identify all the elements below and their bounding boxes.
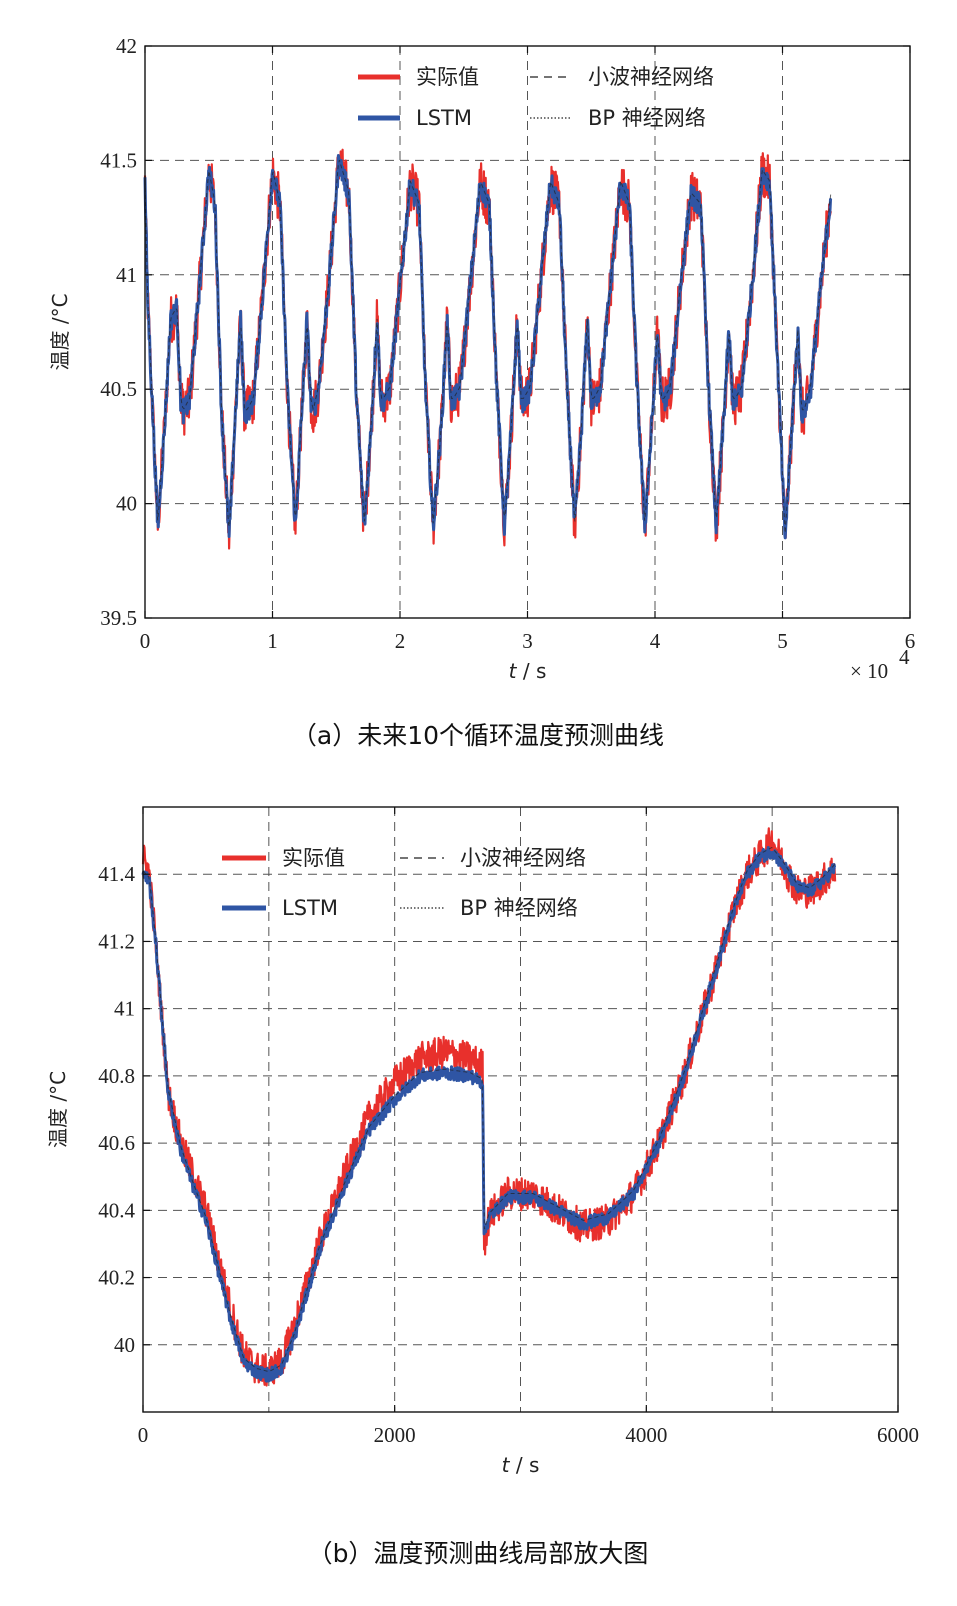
y-tick-label: 40 — [114, 1333, 135, 1357]
x-tick-label: 5 — [777, 629, 788, 653]
x-axis-title-unit: / s — [516, 659, 546, 683]
x-tick-label: 2000 — [374, 1423, 416, 1447]
x-axis-title: t / s — [509, 659, 547, 683]
x-tick-label: 6 — [905, 629, 916, 653]
series-line-wavelet — [144, 159, 832, 533]
x-tick-label: 3 — [522, 629, 533, 653]
series-line-lstm — [141, 846, 837, 1383]
y-axis-title: 温度 /°C — [46, 1071, 70, 1148]
x-axis-title-var: t — [509, 659, 518, 683]
legend: 实际值 LSTM 小波神经网络 BP 神经网络 — [222, 846, 586, 920]
y-tick-label: 40.2 — [98, 1266, 135, 1290]
y-tick-label: 40.6 — [98, 1131, 135, 1155]
legend-label: LSTM — [416, 106, 472, 130]
x-axis-title-var: t — [502, 1453, 511, 1477]
y-tick-label: 41.4 — [98, 862, 135, 886]
x-tick-label: 0 — [138, 1423, 149, 1447]
chart-b-caption: （b）温度预测曲线局部放大图 — [308, 1539, 649, 1568]
y-tick-label: 39.5 — [100, 606, 137, 630]
legend-label: 实际值 — [416, 65, 479, 89]
legend-label: LSTM — [282, 896, 338, 920]
series-line-wavelet — [142, 847, 836, 1373]
y-tick-label: 42 — [116, 34, 137, 58]
legend-label: BP 神经网络 — [588, 106, 706, 130]
x-tick-label: 1 — [267, 629, 278, 653]
chart-b: 0 2000 4000 6000 40 40.2 40.4 40.6 40.8 41 41.2 41.… — [46, 806, 919, 1477]
x-axis-multiplier-exponent: 4 — [899, 645, 910, 669]
y-tick-label: 40.8 — [98, 1064, 135, 1088]
chart-a: 0 1 2 3 4 5 6 39.5 40 40.5 41 41.5 42 t / s 温度 /°C × 10… — [48, 34, 915, 683]
x-axis-title: t / s — [502, 1453, 540, 1477]
x-tick-label: 2 — [395, 629, 406, 653]
series-line-lstm — [143, 154, 833, 540]
x-tick-label: 4000 — [625, 1423, 667, 1447]
legend-label: 小波神经网络 — [588, 65, 714, 89]
y-tick-label: 40.4 — [98, 1198, 135, 1222]
plot-frame — [142, 806, 899, 1413]
y-tick-label: 41 — [116, 263, 137, 287]
y-tick-label: 41.5 — [100, 148, 137, 172]
legend-label: 小波神经网络 — [460, 846, 586, 870]
y-tick-label: 40 — [116, 492, 137, 516]
y-tick-label: 41 — [114, 997, 135, 1021]
x-tick-label: 4 — [650, 629, 661, 653]
y-axis-title: 温度 /°C — [48, 293, 72, 370]
legend-label: 实际值 — [282, 846, 345, 870]
y-tick-label: 41.2 — [98, 929, 135, 953]
x-tick-label: 0 — [140, 629, 151, 653]
x-axis-multiplier: × 10 — [850, 659, 888, 683]
chart-a-caption: （a）未来10个循环温度预测曲线 — [292, 721, 664, 750]
legend-label: BP 神经网络 — [460, 896, 578, 920]
legend: 实际值 LSTM 小波神经网络 BP 神经网络 — [358, 65, 714, 130]
x-tick-label: 6000 — [877, 1423, 919, 1447]
y-tick-label: 40.5 — [100, 377, 137, 401]
x-axis-title-unit: / s — [509, 1453, 539, 1477]
